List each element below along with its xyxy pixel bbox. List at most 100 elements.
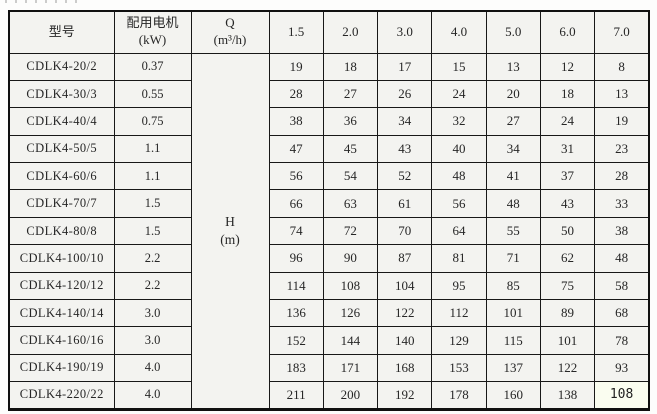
cell-head-value: 87 [377,244,433,273]
cell-head-value: 41 [485,162,541,191]
cell-model: CDLK4-70/7 [8,189,115,218]
cell-head-value: 48 [431,162,487,191]
cell-head-value: 108 [594,381,650,410]
cell-head-value: 27 [322,79,379,109]
table-row: CDLK4-50/5 1.1 47 45 43 40 34 31 23 [8,134,650,164]
cell-head-value: 52 [377,162,433,191]
cell-motor-kw: 1.1 [113,134,192,164]
cell-motor-kw: 0.37 [113,52,192,81]
cell-head-value: 66 [268,189,324,218]
cell-head-value: 43 [377,134,433,164]
cell-head-value: 8 [594,52,650,81]
cell-head-value: 24 [539,107,596,136]
cell-head-value: 20 [485,79,541,109]
cell-head-value: 33 [594,189,650,218]
table-row: CDLK4-20/2 0.37 H (m) 19 18 17 15 13 12 8 [8,52,650,410]
table-row: CDLK4-70/7 1.5 66 63 61 56 48 43 33 [8,189,650,218]
cell-head-value: 32 [431,107,487,136]
cell-head-value: 108 [322,271,379,301]
cell-head-value: 71 [485,244,541,273]
cell-head-value: 27 [485,107,541,136]
cell-model: CDLK4-190/19 [8,353,115,383]
cell-head-value: 40 [431,134,487,164]
cell-head-value: 50 [539,216,596,246]
cell-model: CDLK4-30/3 [8,79,115,109]
h-label: H [225,213,235,229]
header-flow-1.5: 1.5 [268,10,324,54]
header-motor-unit: (kW) [138,32,167,48]
cell-head-value: 43 [539,189,596,218]
cell-head-value: 75 [539,271,596,301]
cell-head-value: 38 [268,107,324,136]
cell-head-value: 178 [431,381,487,410]
cell-head-value: 12 [539,52,596,81]
cropped-text-fragment [5,0,83,3]
cell-head-value: 24 [431,79,487,109]
cell-head-value: 62 [539,244,596,273]
header-q-unit: (m³/h) [213,32,247,48]
cell-head-value: 137 [485,353,541,383]
table-row: CDLK4-30/3 0.55 28 27 26 24 20 18 13 [8,79,650,109]
cell-head-value: 93 [594,353,650,383]
cell-model: CDLK4-120/12 [8,271,115,301]
cell-model: CDLK4-40/4 [8,107,115,136]
cell-head-value: 28 [594,162,650,191]
cell-head-value: 64 [431,216,487,246]
cell-model: CDLK4-160/16 [8,326,115,355]
cell-head-value: 122 [539,353,596,383]
cell-head-value: 85 [485,271,541,301]
cell-head-value: 122 [377,299,433,328]
pump-table-body: CDLK4-20/2 0.37 H (m) 19 18 17 15 13 12 8 CDLK4-30/… [8,52,650,410]
table-row: CDLK4-60/6 1.1 56 54 52 48 41 37 28 [8,162,650,191]
cell-head-value: 168 [377,353,433,383]
cell-head-value: 90 [322,244,379,273]
cell-head-value: 17 [377,52,433,81]
header-flow-4.0: 4.0 [431,10,487,54]
cell-head-value: 115 [485,326,541,355]
header-motor-kw: 配用电机 (kW) [113,10,192,54]
cell-head-value: 211 [268,381,324,410]
cell-head-value: 74 [268,216,324,246]
cell-head-value: 28 [268,79,324,109]
header-model: 型号 [8,10,115,54]
cell-model: CDLK4-50/5 [8,134,115,164]
cell-head-value: 144 [322,326,379,355]
header-flow-6.0: 6.0 [539,10,596,54]
cell-model: CDLK4-60/6 [8,162,115,191]
header-model-label: 型号 [48,23,75,39]
cell-head-value: 19 [268,52,324,81]
cell-head-value: 96 [268,244,324,273]
cell-head-value: 95 [431,271,487,301]
cell-head-value: 58 [594,271,650,301]
cell-motor-kw: 0.55 [113,79,192,109]
table-row: CDLK4-40/4 0.75 38 36 34 32 27 24 19 [8,107,650,136]
cell-head-value: 136 [268,299,324,328]
cell-motor-kw: 3.0 [113,299,192,328]
cell-head-value: 78 [594,326,650,355]
table-row: CDLK4-220/22 4.0 211 200 192 178 160 138 108 [8,381,650,410]
cell-motor-kw: 4.0 [113,381,192,410]
cell-motor-kw: 2.2 [113,244,192,273]
cell-head-value: 112 [431,299,487,328]
cell-motor-kw: 2.2 [113,271,192,301]
cell-head-value: 56 [268,162,324,191]
cell-head-value: 104 [377,271,433,301]
cell-head-value: 72 [322,216,379,246]
cell-head-value: 18 [322,52,379,81]
cell-head-value: 114 [268,271,324,301]
cell-head-value: 55 [485,216,541,246]
cell-head-value: 129 [431,326,487,355]
cell-head-value: 138 [539,381,596,410]
header-flow-2.0: 2.0 [322,10,379,54]
cell-motor-kw: 1.5 [113,216,192,246]
table-row: CDLK4-160/16 3.0 152 144 140 129 115 101 78 [8,326,650,355]
table-row: CDLK4-120/12 2.2 114 108 104 95 85 75 58 [8,271,650,301]
cell-head-value: 183 [268,353,324,383]
cell-motor-kw: 4.0 [113,353,192,383]
cell-head-value: 101 [539,326,596,355]
cell-head-value: 45 [322,134,379,164]
cell-head-value: 153 [431,353,487,383]
cell-head-value: 126 [322,299,379,328]
header-row: 型号 配用电机 (kW) Q (m³/h) 1.5 2.0 3.0 4.0 5.0 6.0… [8,10,650,54]
cell-head-value: 200 [322,381,379,410]
